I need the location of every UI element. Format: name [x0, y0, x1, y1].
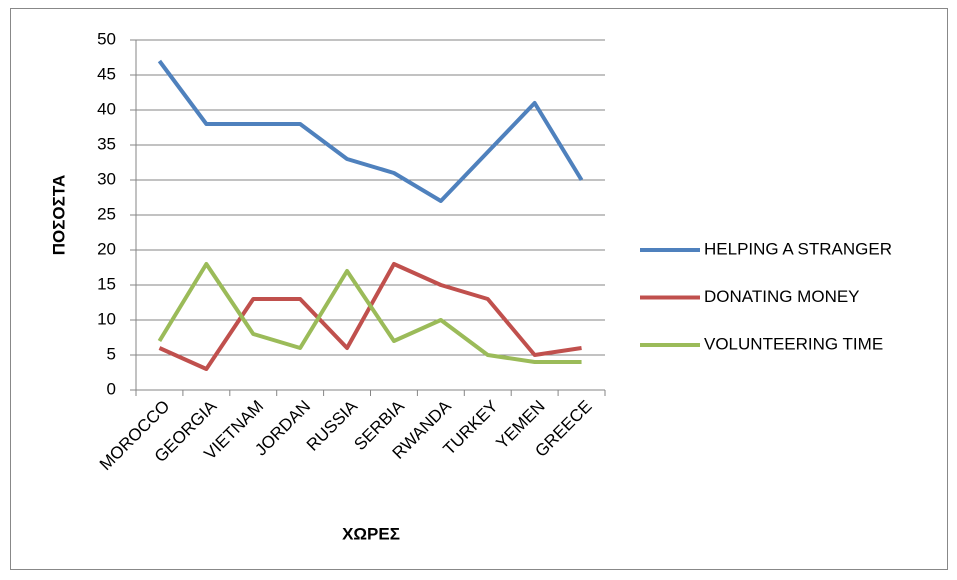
y-tick-label: 0 — [107, 379, 116, 398]
series-line — [157, 262, 582, 364]
legend-label: VOLUNTEERING TIME — [704, 334, 883, 353]
y-tick-label: 35 — [97, 134, 116, 153]
y-tick-label: 45 — [97, 64, 116, 83]
chart-border — [10, 8, 948, 570]
y-tick-label: 20 — [97, 239, 116, 258]
y-tick-label: 40 — [97, 99, 116, 118]
x-axis-title: ΧΩΡΕΣ — [342, 524, 400, 543]
y-axis-title: ΠΟΣΟΣΤΑ — [49, 175, 68, 256]
legend-label: HELPING A STRANGER — [704, 239, 892, 258]
y-tick-label: 25 — [97, 204, 116, 223]
legend-label: DONATING MONEY — [704, 287, 860, 306]
y-tick-label: 30 — [97, 169, 116, 188]
series-line — [157, 59, 584, 203]
y-tick-label: 15 — [97, 274, 116, 293]
y-tick-label: 5 — [107, 344, 116, 363]
y-tick-label: 10 — [97, 309, 116, 328]
y-tick-label: 50 — [97, 29, 116, 48]
